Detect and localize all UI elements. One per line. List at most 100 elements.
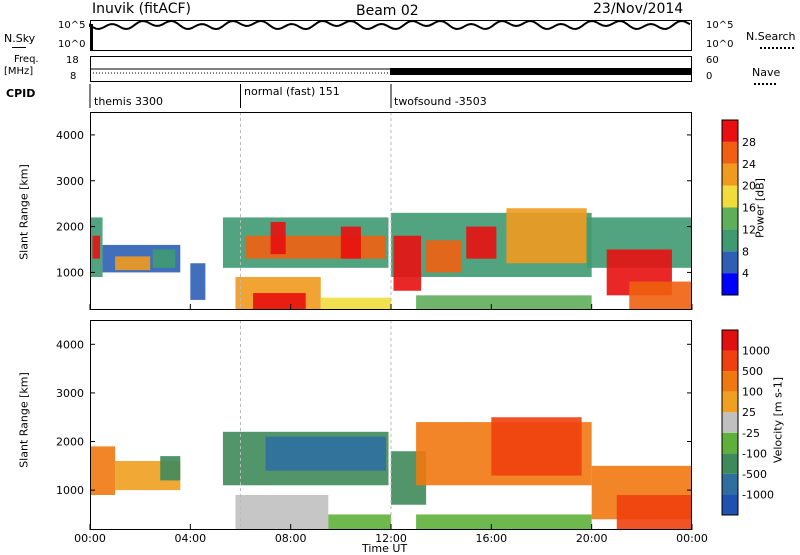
xtick-label-0: 00:00	[74, 532, 106, 545]
ytick-label-0-4000: 4000	[56, 129, 84, 142]
power-scatter-region-18	[416, 295, 592, 310]
nsearch-label: N.Search	[746, 30, 796, 43]
nsky-legend-line	[12, 47, 26, 48]
power-scatter-region-4	[152, 249, 176, 268]
velocity-scatter-region-2	[160, 456, 181, 481]
ytick-label-1-1000: 1000	[56, 484, 84, 497]
velocity-colorbar-segment-4	[722, 412, 738, 433]
ytick-label-0-2000: 2000	[56, 221, 84, 234]
nave-tick-top: 60	[706, 55, 719, 66]
power-scatter-region-12	[320, 297, 391, 310]
nsky-tick-bottom: 10^0	[58, 39, 86, 50]
power-scatter-region-21	[629, 281, 692, 310]
ytick-label-0-3000: 3000	[56, 175, 84, 188]
xtick-label-5: 20:00	[576, 532, 608, 545]
colorbar-tick-1-2: 100	[742, 386, 763, 399]
colorbar-tick-1-1: 500	[742, 365, 763, 378]
date-title: 23/Nov/2014	[593, 1, 684, 17]
x-axis-label: Time UT	[362, 542, 408, 555]
xtick-label-3: 12:00	[375, 532, 407, 545]
cpid-mode-normal: normal (fast) 151	[244, 85, 340, 98]
colorbar-tick-0-5: 24	[742, 158, 756, 171]
freq-unit: [MHz]	[4, 66, 34, 77]
velocity-colorbar-frame	[721, 329, 739, 516]
colorbar-tick-1-3: 25	[742, 406, 756, 419]
freq-tick-top: 18	[66, 55, 79, 66]
power-colorbar-segment-4	[722, 185, 738, 208]
velocity-colorbar-segment-2	[722, 453, 738, 474]
colorbar-tick-0-0: 4	[742, 267, 749, 280]
cpid-label: CPID	[6, 87, 36, 100]
velocity-scatter-region-9	[491, 417, 582, 476]
power-colorbar-segment-6	[722, 141, 738, 164]
colorbar-tick-0-3: 16	[742, 202, 756, 215]
velocity-colorbar-segment-7	[722, 350, 738, 372]
power-scatter-region-16	[466, 226, 497, 259]
velocity-scatter-region-5	[235, 495, 329, 530]
nsky-label: N.Sky	[4, 32, 36, 45]
power-scatter-region-3	[115, 256, 151, 271]
ytick-label-1-4000: 4000	[56, 338, 84, 351]
velocity-scatter-region-6	[328, 514, 391, 530]
power-scatter-region-17	[506, 208, 587, 264]
power-colorbar-segment-5	[722, 163, 738, 186]
nsearch-legend-line	[760, 47, 794, 49]
xtick-label-6: 00:00	[676, 532, 708, 545]
velocity-scatter-region-0	[90, 446, 116, 495]
velocity-colorbar-segment-1	[722, 473, 738, 495]
power-scatter-region-5	[190, 263, 206, 300]
velocity-colorbar-segment-3	[722, 432, 738, 454]
power-colorbar-segment-7	[722, 120, 738, 142]
cpid-mode-themis: themis 3300	[94, 95, 164, 108]
power-scatter-region-8	[270, 222, 286, 255]
power-scatter-region-1	[92, 235, 101, 259]
power-panel	[90, 112, 692, 310]
nsearch-tick-top: 10^5	[706, 20, 734, 31]
velocity-colorbar-segment-6	[722, 371, 738, 392]
power-colorbar-frame	[721, 119, 739, 296]
freq-label: Freq.	[14, 54, 39, 65]
xtick-label-1: 04:00	[174, 532, 206, 545]
velocity-colorbar-segment-0	[722, 494, 738, 515]
nave-legend-line	[754, 83, 776, 85]
nave-label: Nave	[752, 66, 781, 79]
power-colorbar-segment-0	[722, 273, 738, 295]
velocity-scatter-region-4	[265, 436, 386, 471]
velocity-colorbar-segment-8	[722, 330, 738, 351]
xtick-label-2: 08:00	[275, 532, 307, 545]
velocity-scatter-region-10	[416, 514, 592, 530]
power-colorbar-segment-1	[722, 251, 738, 274]
colorbar-tick-0-4: 20	[742, 180, 756, 193]
colorbar-tick-0-2: 12	[742, 223, 756, 236]
power-scatter-region-14	[393, 235, 422, 291]
colorbar-tick-1-4: -25	[742, 427, 760, 440]
power-scatter-region-9	[340, 226, 361, 259]
colorbar-tick-1-0: 1000	[742, 345, 770, 358]
beam-title: Beam 02	[356, 3, 419, 19]
colorbar-tick-1-6: -500	[742, 468, 767, 481]
velocity-panel	[90, 320, 692, 530]
nsearch-tick-bottom: 10^0	[706, 39, 734, 50]
freq-tick-bottom: 8	[70, 71, 77, 82]
cpid-mode-twofsound: twofsound -3503	[394, 95, 487, 108]
nsky-panel	[90, 20, 692, 51]
station-title: Inuvik (fitACF)	[92, 1, 191, 17]
colorbar-tick-0-1: 8	[742, 245, 749, 258]
xtick-label-4: 16:00	[475, 532, 507, 545]
power-colorbar-segment-3	[722, 207, 738, 230]
nsky-trace	[89, 19, 691, 31]
nsky-tick-top: 10^5	[58, 20, 86, 31]
velocity-colorbar-segment-5	[722, 391, 738, 413]
ytick-label-0-1000: 1000	[56, 266, 84, 279]
colorbar-tick-1-5: -100	[742, 447, 767, 460]
nave-tick-bottom: 0	[706, 71, 713, 82]
power-scatter-region-15	[426, 240, 462, 273]
colorbar-tick-0-6: 28	[742, 136, 756, 149]
ytick-label-1-2000: 2000	[56, 436, 84, 449]
power-colorbar-segment-2	[722, 229, 738, 252]
ytick-label-1-3000: 3000	[56, 387, 84, 400]
colorbar-tick-1-7: -1000	[742, 488, 774, 501]
power-scatter-region-11	[253, 293, 306, 310]
nave-trace-dense	[390, 68, 692, 75]
